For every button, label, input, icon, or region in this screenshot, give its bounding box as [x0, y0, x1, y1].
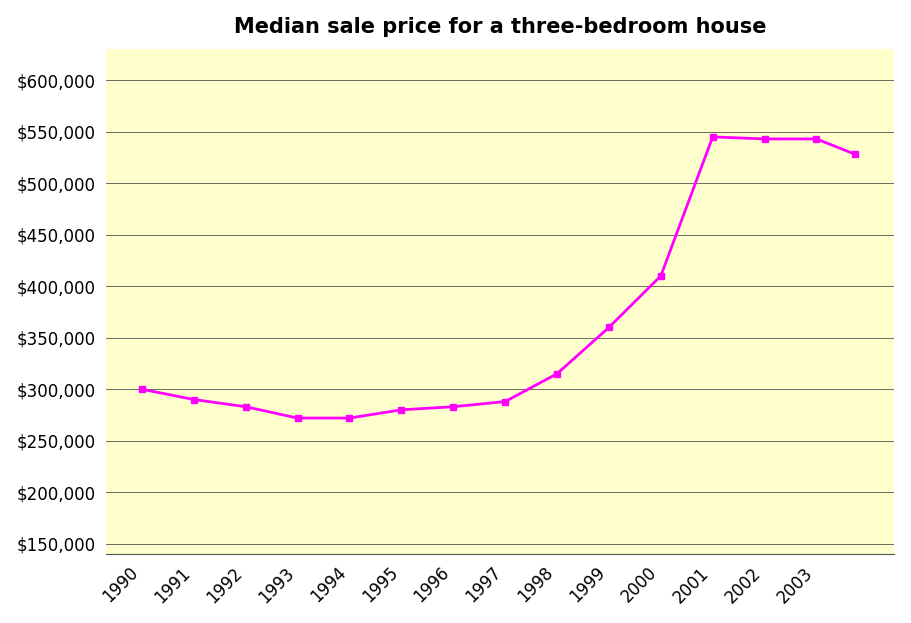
Title: Median sale price for a three-bedroom house: Median sale price for a three-bedroom ho… — [234, 17, 766, 37]
